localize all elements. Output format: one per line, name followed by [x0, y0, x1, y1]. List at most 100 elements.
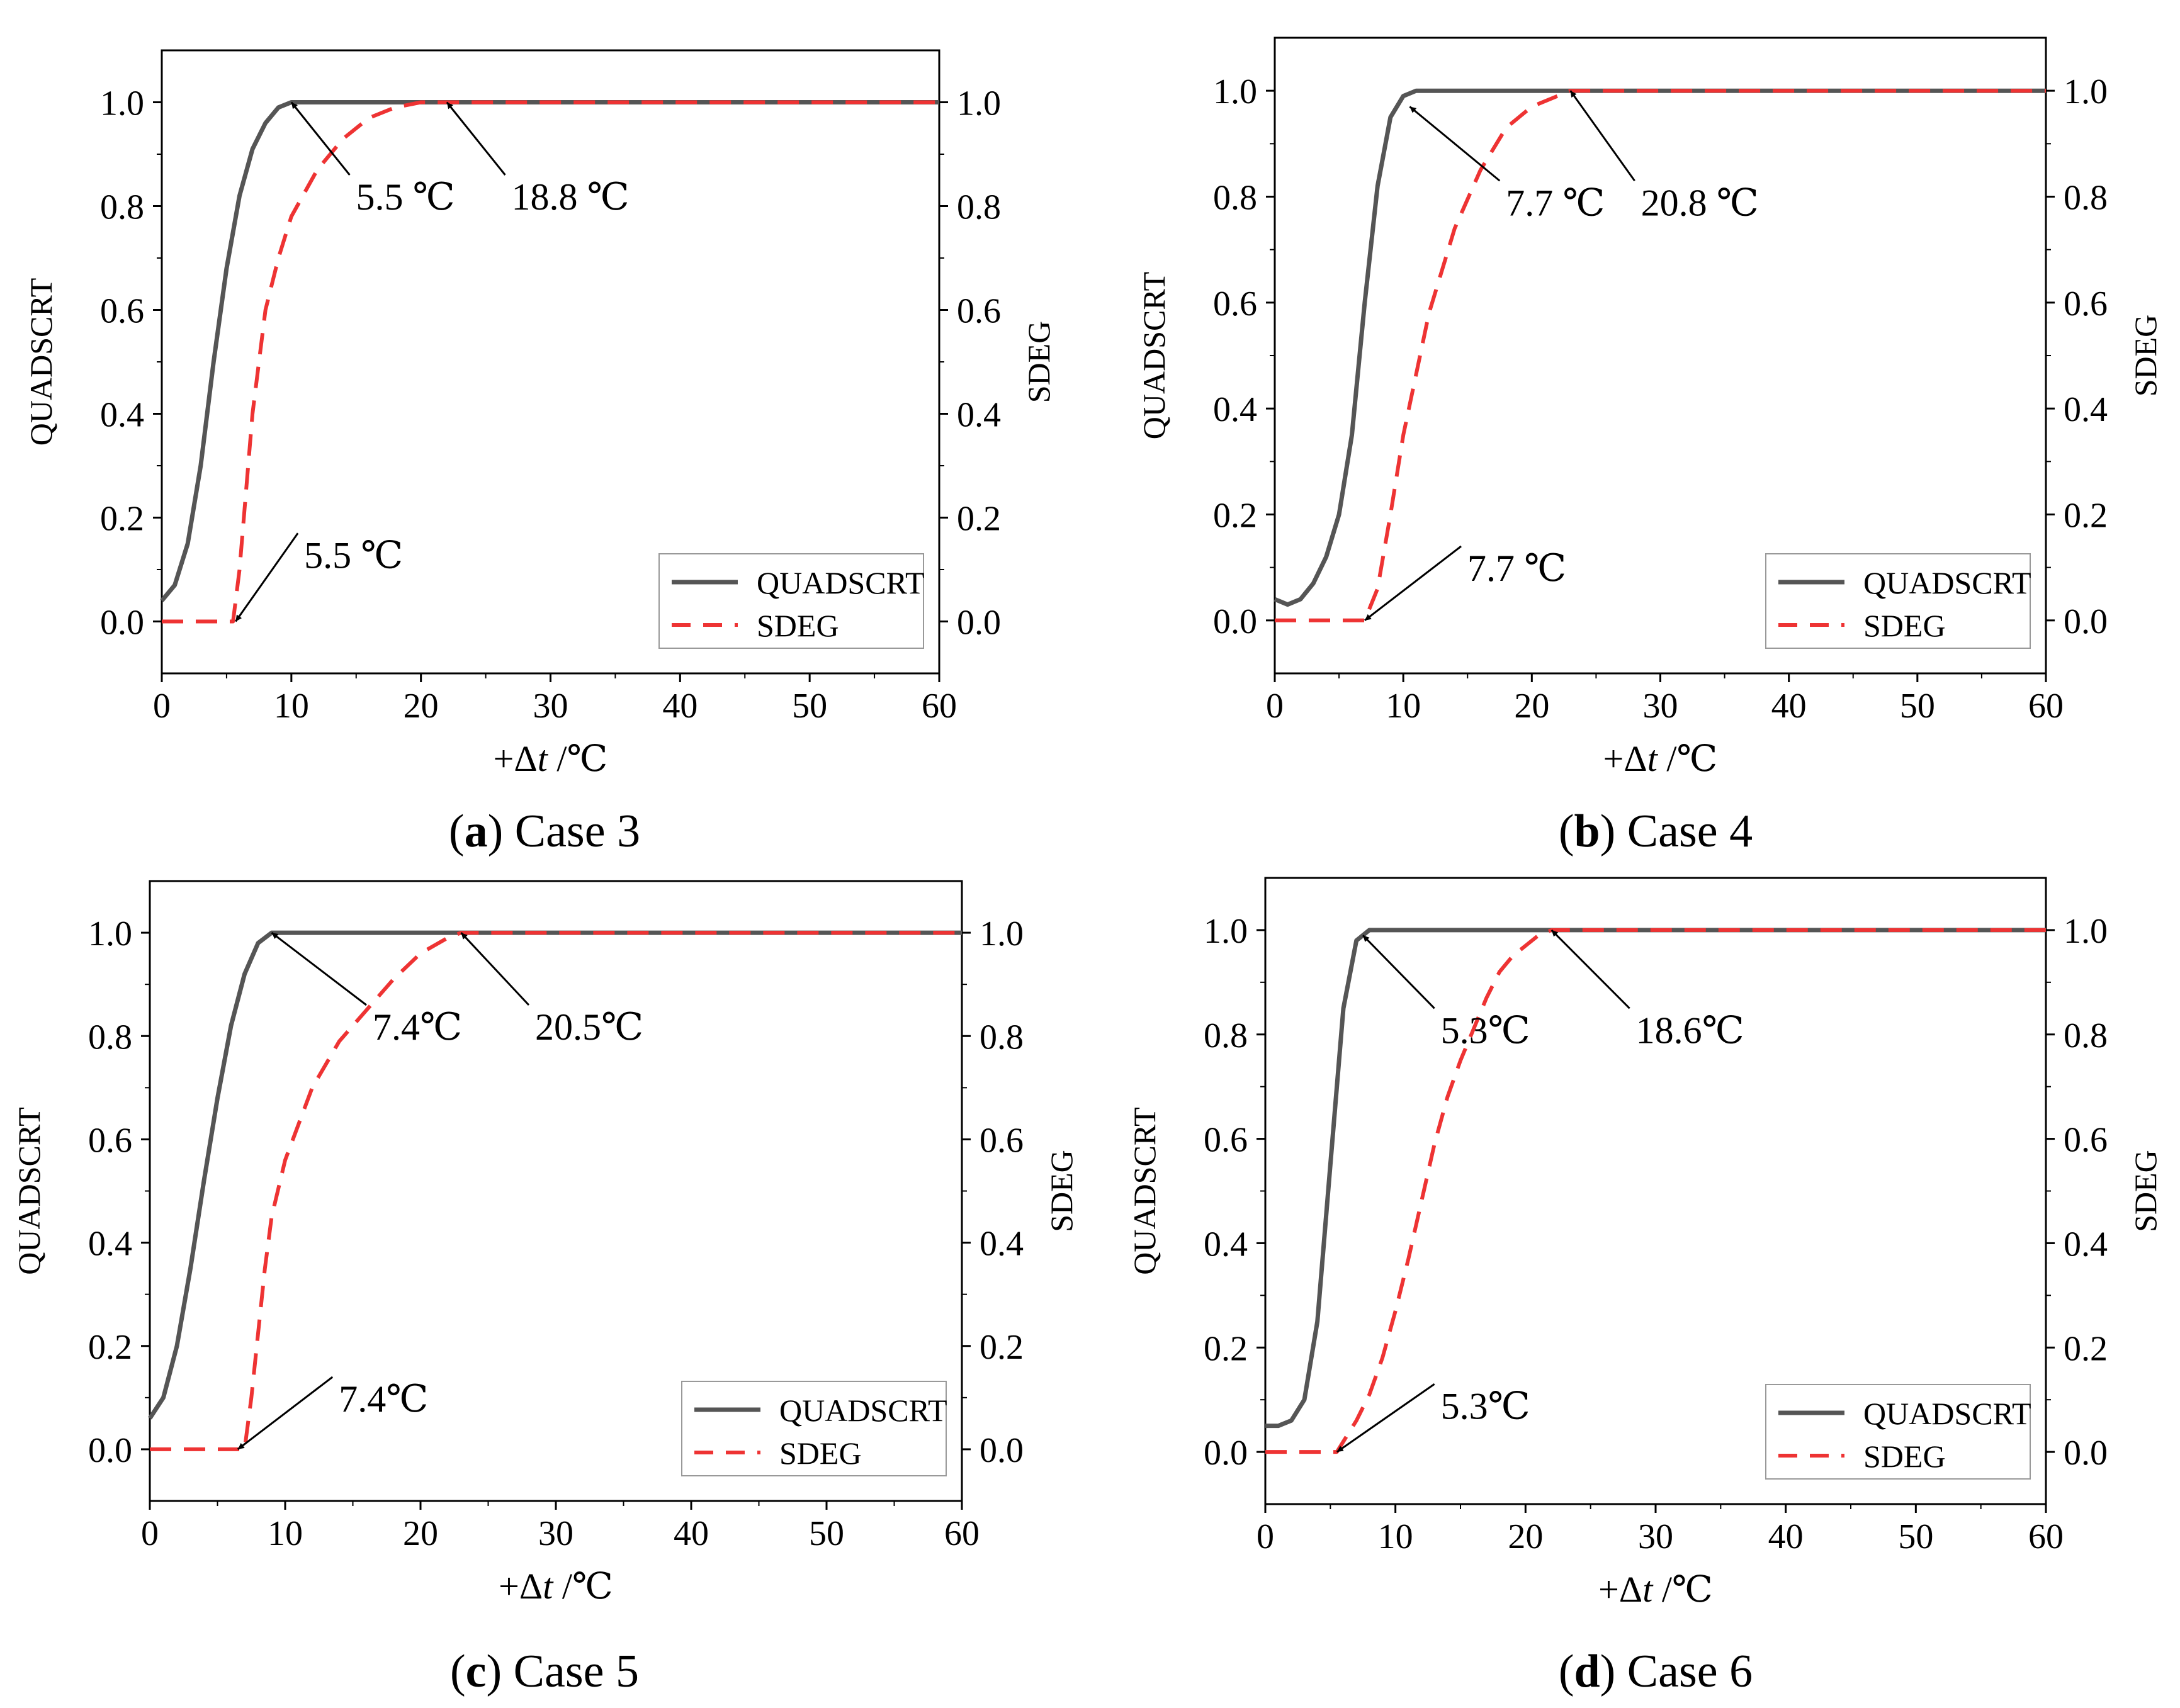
legend-label: SDEG — [757, 608, 839, 643]
caption-paren-close: ) — [487, 1646, 502, 1697]
y-tick-label-right: 1.0 — [2064, 912, 2108, 951]
x-tick-label: 0 — [153, 687, 171, 726]
caption-paren-open: ( — [1559, 1646, 1574, 1697]
series-line-quadscrt — [1265, 928, 2046, 1429]
y-tick-label-left: 0.2 — [100, 500, 144, 539]
x-axis-label-variable: t — [543, 1566, 554, 1607]
x-tick-label: 10 — [268, 1514, 303, 1553]
x-tick-label: 40 — [1771, 687, 1807, 726]
x-axis-label-unit: /℃ — [1652, 1569, 1713, 1610]
caption-paren-close: ) — [1600, 1646, 1616, 1697]
y-tick-label-left: 0.0 — [88, 1431, 132, 1470]
y-tick-label-left: 1.0 — [100, 84, 144, 123]
annotation-arrow — [271, 931, 367, 1006]
annotation-label: 5.3℃ — [1441, 1385, 1530, 1427]
legend-box — [1765, 1384, 2031, 1480]
caption-letter: d — [1574, 1646, 1600, 1697]
x-axis-label-prefix: +Δ — [1603, 738, 1647, 779]
caption-letter: b — [1574, 806, 1600, 857]
y-tick-label-right: 0.2 — [2064, 497, 2108, 536]
series-line-quadscrt — [148, 930, 962, 1420]
legend-label: QUADSCRT — [757, 565, 924, 600]
x-axis-label-variable: t — [1642, 1569, 1654, 1610]
panel-caption: (d) Case 6 — [1559, 1646, 1753, 1697]
legend-label: QUADSCRT — [1863, 565, 2031, 600]
y-tick-label-left: 0.8 — [100, 188, 144, 227]
annotation-arrow — [1569, 90, 1635, 182]
chart-panel-a: 0 10 20 30 40 50 60 0.0 0.0 0.2 0.2 0.4 0.4 0.6 0.6 0.8… — [23, 49, 1056, 857]
caption-letter: c — [466, 1646, 487, 1697]
y-tick-label-left: 1.0 — [1213, 72, 1257, 111]
y-tick-label-right: 0.8 — [980, 1018, 1024, 1057]
series-line-sdeg — [150, 931, 962, 1451]
x-axis-label: +Δt /℃ — [494, 738, 608, 779]
series-line-sdeg — [162, 100, 939, 624]
y-tick-label-right: 0.2 — [957, 500, 1001, 539]
annotation-label: 7.7 ℃ — [1506, 182, 1605, 223]
y-tick-label-right: 0.4 — [2064, 1225, 2108, 1264]
legend: QUADSCRT SDEG — [1765, 1384, 2031, 1480]
y-tick-label-left: 1.0 — [88, 914, 132, 953]
y-tick-label-right: 0.6 — [957, 292, 1001, 331]
annotation-label: 18.6℃ — [1636, 1009, 1744, 1051]
x-axis-label-variable: t — [1647, 738, 1659, 779]
x-axis-label-prefix: +Δ — [499, 1566, 543, 1607]
annotation-label: 7.7 ℃ — [1467, 548, 1566, 589]
y-tick-label-right: 1.0 — [2064, 72, 2108, 111]
annotation-label: 7.4℃ — [339, 1378, 428, 1420]
legend-box — [681, 1381, 947, 1476]
y-tick-label-right: 0.8 — [2064, 1016, 2108, 1055]
legend: QUADSCRT SDEG — [1765, 553, 2031, 649]
x-tick-label: 50 — [1900, 687, 1935, 726]
y-tick-label-right: 0.6 — [2064, 284, 2108, 323]
x-axis-label-unit: /℃ — [548, 738, 608, 779]
y-tick-label-left: 0.8 — [88, 1018, 132, 1057]
annotation-arrow — [237, 1376, 334, 1451]
annotation-arrow — [235, 532, 299, 622]
x-tick-label: 0 — [141, 1514, 159, 1553]
y-tick-label-right: 0.2 — [2064, 1329, 2108, 1368]
y-tick-label-left: 0.8 — [1213, 179, 1257, 218]
x-axis-label: +Δt /℃ — [1598, 1569, 1713, 1610]
chart-panel-b: 0 10 20 30 40 50 60 0.0 0.0 0.2 0.2 0.4 0.4 0.6 0.6 0.8… — [1136, 37, 2163, 857]
caption-paren-close: ) — [1600, 806, 1616, 857]
y-axis-label-right: SDEG — [1044, 1150, 1079, 1232]
panel-caption: (a) Case 3 — [449, 806, 640, 857]
x-tick-label: 10 — [1378, 1517, 1413, 1556]
x-tick-label: 50 — [1898, 1517, 1933, 1556]
caption-letter: a — [465, 806, 488, 857]
caption-title: Case 6 — [1615, 1646, 1753, 1697]
legend-label: SDEG — [1863, 608, 1946, 643]
x-tick-label: 40 — [662, 687, 697, 726]
series-line-quadscrt — [160, 100, 939, 602]
caption-paren-close: ) — [488, 806, 504, 857]
x-tick-label: 50 — [809, 1514, 844, 1553]
y-tick-label-right: 1.0 — [980, 914, 1024, 953]
x-tick-label: 30 — [533, 687, 568, 726]
x-tick-label: 30 — [1638, 1517, 1673, 1556]
y-tick-label-right: 0.4 — [2064, 390, 2108, 429]
annotation-label: 20.5℃ — [535, 1006, 643, 1048]
y-tick-label-right: 0.4 — [980, 1225, 1024, 1264]
y-tick-label-left: 0.6 — [1204, 1121, 1248, 1160]
legend-label: QUADSCRT — [779, 1393, 947, 1428]
annotation-label: 20.8 ℃ — [1641, 182, 1759, 223]
x-axis-label-prefix: +Δ — [1598, 1569, 1642, 1610]
y-tick-label-left: 0.2 — [1213, 497, 1257, 536]
x-axis-label-unit: /℃ — [553, 1566, 613, 1607]
legend-label: SDEG — [1863, 1439, 1946, 1474]
y-axis-label-right: SDEG — [2128, 1150, 2163, 1232]
x-tick-label: 60 — [2028, 687, 2064, 726]
x-tick-label: 20 — [403, 1514, 438, 1553]
panel-caption: (b) Case 4 — [1559, 806, 1753, 857]
y-tick-label-right: 0.6 — [2064, 1121, 2108, 1160]
series-line-quadscrt — [1274, 88, 2046, 607]
annotation-arrow — [1409, 106, 1501, 182]
x-axis-label: +Δt /℃ — [499, 1566, 613, 1607]
y-axis-label-right: SDEG — [1021, 321, 1056, 403]
x-tick-label: 40 — [1768, 1517, 1804, 1556]
x-axis-label-variable: t — [538, 738, 549, 779]
x-tick-label: 20 — [1508, 1517, 1543, 1556]
y-tick-label-left: 0.2 — [88, 1328, 132, 1367]
y-tick-label-left: 0.0 — [100, 604, 144, 643]
